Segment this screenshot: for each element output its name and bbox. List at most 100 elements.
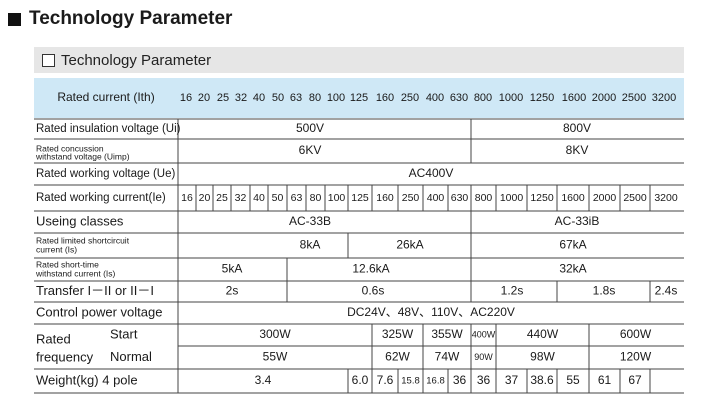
rated-current-value: 3200 — [652, 92, 676, 104]
frequency-start-value: 300W — [259, 327, 291, 341]
header-band — [34, 78, 684, 118]
rated-current-value: 1600 — [562, 92, 586, 104]
working-current-value: 100 — [328, 192, 346, 204]
frequency-start-value: 355W — [431, 327, 463, 341]
working-current-value: 20 — [199, 192, 211, 204]
insulation-left-value: 500V — [296, 121, 324, 135]
rated-current-value: 100 — [327, 92, 345, 104]
limited-short-label-line1: Rated limited shortcircuit — [36, 235, 130, 245]
weight-value: 7.6 — [377, 373, 394, 387]
using-classes-label: Useing classes — [36, 213, 124, 228]
rated-current-value: 50 — [272, 92, 284, 104]
working-voltage-label: Rated working voltage (Ue) — [36, 168, 176, 180]
header-square-icon — [8, 12, 21, 26]
frequency-start-value: 440W — [527, 327, 559, 341]
rated-current-value: 16 — [180, 92, 192, 104]
transfer-b: 0.6s — [362, 284, 385, 298]
control-voltage-label: Control power voltage — [36, 304, 162, 319]
working-current-value: 250 — [402, 192, 420, 204]
frequency-start-value: 400W — [472, 329, 496, 339]
weight-value: 36 — [477, 373, 491, 387]
rated-current-value: 63 — [290, 92, 302, 104]
rated-current-label: Rated current (Ith) — [57, 90, 154, 104]
working-current-value: 400 — [427, 192, 445, 204]
checkbox-square-icon — [42, 53, 55, 67]
working-current-value: 1000 — [500, 192, 524, 204]
page-title: Technology Parameter — [29, 8, 233, 29]
working-current-value: 800 — [475, 192, 493, 204]
frequency-label-line2: frequency — [36, 349, 94, 364]
using-class-right-value: AC-33iB — [555, 214, 600, 228]
rated-current-value: 630 — [450, 92, 468, 104]
rated-current-value: 25 — [217, 92, 229, 104]
working-current-value: 160 — [376, 192, 394, 204]
short-time-label-line1: Rated short-time — [36, 259, 99, 269]
weight-value: 38.6 — [530, 373, 554, 387]
working-current-value: 80 — [310, 192, 322, 204]
transfer-label: Transfer I－II or II－I — [36, 283, 154, 298]
section-header: Technology Parameter — [34, 47, 684, 73]
control-voltage-value: DC24V、48V、110V、AC220V — [347, 305, 515, 319]
concussion-label-line2: withstand voltage (Uimp) — [35, 151, 130, 161]
frequency-start-value: 600W — [620, 327, 652, 341]
rated-current-value: 800 — [474, 92, 492, 104]
rated-current-value: 250 — [401, 92, 419, 104]
limited-short-b: 26kA — [396, 238, 423, 252]
weight-value: 6.0 — [352, 373, 369, 387]
short-time-label-line2: withstand current (Is) — [35, 268, 116, 278]
working-current-value: 1600 — [561, 192, 585, 204]
working-current-value: 63 — [291, 192, 303, 204]
rated-current-value: 1250 — [530, 92, 554, 104]
frequency-label-line1: Rated — [36, 331, 71, 346]
weight-label: Weight(kg) 4 pole — [36, 372, 138, 387]
working-current-label: Rated working current(Ie) — [36, 192, 166, 204]
short-time-b: 12.6kA — [352, 262, 389, 276]
weight-value: 16.8 — [426, 376, 445, 387]
working-current-value: 16 — [181, 192, 193, 204]
weight-value: 67 — [628, 373, 642, 387]
weight-value: 37 — [505, 373, 519, 387]
limited-short-a: 8kA — [300, 238, 321, 252]
transfer-d: 1.8s — [593, 284, 616, 298]
working-voltage-value: AC400V — [409, 166, 454, 180]
rated-current-value: 40 — [253, 92, 265, 104]
rated-current-value: 125 — [350, 92, 368, 104]
limited-short-c: 67kA — [559, 238, 586, 252]
section-title: Technology Parameter — [61, 51, 212, 69]
rated-current-value: 2000 — [592, 92, 616, 104]
working-current-value: 3200 — [654, 192, 678, 204]
frequency-start-value: 325W — [382, 327, 414, 341]
frequency-normal-value: 120W — [620, 350, 652, 364]
weight-value: 55 — [566, 373, 580, 387]
rated-current-value: 160 — [376, 92, 394, 104]
insulation-right-value: 800V — [563, 121, 591, 135]
short-time-c: 32kA — [559, 262, 586, 276]
limited-short-label-line2: current (Is) — [36, 244, 77, 254]
frequency-normal-label: Normal — [110, 349, 152, 364]
short-time-a: 5kA — [222, 262, 243, 276]
working-current-value: 2500 — [623, 192, 647, 204]
working-current-value: 25 — [216, 192, 228, 204]
concussion-left-value: 6KV — [299, 143, 322, 157]
transfer-a: 2s — [226, 284, 239, 298]
frequency-normal-value: 55W — [263, 350, 288, 364]
working-current-value: 1250 — [530, 192, 554, 204]
frequency-normal-value: 62W — [385, 350, 410, 364]
working-current-value: 125 — [351, 192, 369, 204]
concussion-right-value: 8KV — [566, 143, 589, 157]
rated-current-value: 400 — [426, 92, 444, 104]
working-current-value: 2000 — [593, 192, 617, 204]
rated-current-value: 80 — [309, 92, 321, 104]
rated-current-value: 20 — [198, 92, 210, 104]
concussion-label-line1: Rated concussion — [36, 143, 104, 153]
weight-value: 36 — [453, 373, 467, 387]
page-header: Technology Parameter — [8, 4, 232, 34]
frequency-normal-value: 90W — [474, 352, 493, 362]
frequency-start-label: Start — [110, 326, 138, 341]
working-current-value: 630 — [451, 192, 469, 204]
transfer-e: 2.4s — [655, 284, 678, 298]
frequency-normal-value: 74W — [435, 350, 460, 364]
weight-value: 15.8 — [401, 376, 420, 387]
weight-value: 61 — [598, 373, 612, 387]
rated-current-value: 1000 — [499, 92, 523, 104]
